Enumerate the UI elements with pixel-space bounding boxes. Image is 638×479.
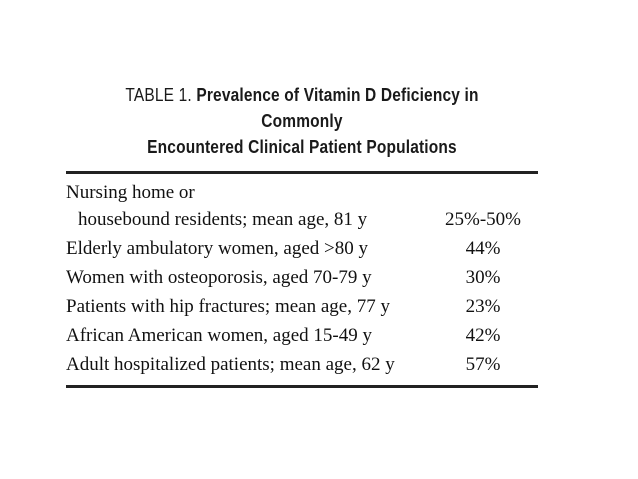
row-value: 23%: [465, 295, 501, 317]
caption-line-1: TABLE 1. Prevalence of Vitamin D Deficie…: [99, 82, 505, 134]
table-body: Nursing home or housebound residents; me…: [66, 181, 538, 379]
table-row: African American women, aged 15-49 y 42%: [66, 321, 538, 350]
prevalence-table: TABLE 1. Prevalence of Vitamin D Deficie…: [66, 82, 538, 388]
row-value: 30%: [465, 266, 501, 288]
table-top-rule: [66, 171, 538, 174]
row-value: 57%: [465, 353, 501, 375]
table-row: Women with osteoporosis, aged 70-79 y 30…: [66, 263, 538, 292]
table-caption: TABLE 1. Prevalence of Vitamin D Deficie…: [99, 82, 505, 160]
table-row: Adult hospitalized patients; mean age, 6…: [66, 350, 538, 379]
row-label-continuation: housebound residents; mean age, 81 y: [78, 208, 368, 230]
table-row: housebound residents; mean age, 81 y 25%…: [66, 205, 538, 234]
row-label: Elderly ambulatory women, aged >80 y: [66, 237, 368, 259]
caption-title-part-2: Encountered Clinical Patient Populations: [147, 137, 457, 157]
table-row: Elderly ambulatory women, aged >80 y 44%: [66, 234, 538, 263]
row-label: Patients with hip fractures; mean age, 7…: [66, 295, 390, 317]
row-value: 25%-50%: [445, 208, 521, 230]
table-bottom-rule: [66, 385, 538, 388]
caption-title-part-1: Prevalence of Vitamin D Deficiency in Co…: [196, 85, 479, 131]
caption-lead: TABLE 1.: [125, 85, 192, 105]
row-label: Women with osteoporosis, aged 70-79 y: [66, 266, 372, 288]
row-value: 44%: [465, 237, 501, 259]
row-label: Nursing home or: [66, 182, 195, 203]
table-row: Patients with hip fractures; mean age, 7…: [66, 292, 538, 321]
row-label: African American women, aged 15-49 y: [66, 324, 373, 346]
table-row: Nursing home or: [66, 181, 538, 205]
row-value: 42%: [465, 324, 501, 346]
row-label: Adult hospitalized patients; mean age, 6…: [66, 353, 395, 375]
